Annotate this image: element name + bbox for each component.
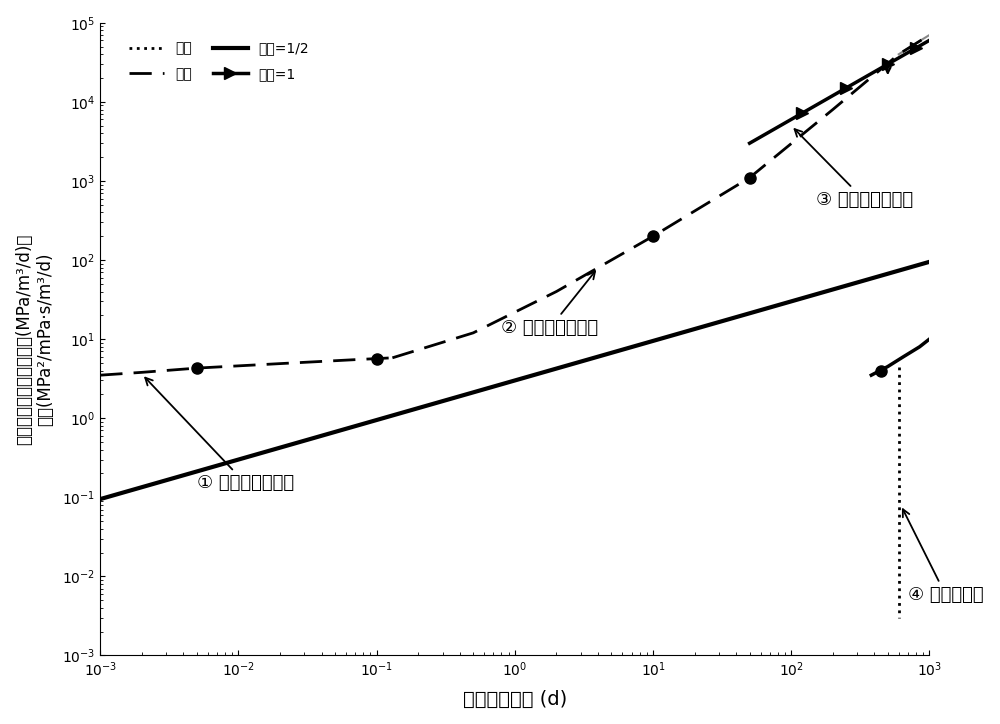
Legend: 气相, 水相, 斜率=1/2, 斜率=1: 气相, 水相, 斜率=1/2, 斜率=1 bbox=[124, 36, 315, 86]
Text: ① 水相第一线性流: ① 水相第一线性流 bbox=[145, 378, 294, 492]
Y-axis label: 归一化拟压力导数；水相(MPa/m³/d)，
气相(MPa²/mPa·s/m³/d): 归一化拟压力导数；水相(MPa/m³/d)， 气相(MPa²/mPa·s/m³/… bbox=[15, 233, 54, 445]
Text: ② 水相第二线性流: ② 水相第二线性流 bbox=[501, 272, 599, 337]
Text: ③ 水相边界控制流: ③ 水相边界控制流 bbox=[795, 129, 913, 209]
X-axis label: 物质平衡时间 (d): 物质平衡时间 (d) bbox=[463, 690, 567, 709]
Text: ④ 气相线性流: ④ 气相线性流 bbox=[903, 509, 984, 604]
